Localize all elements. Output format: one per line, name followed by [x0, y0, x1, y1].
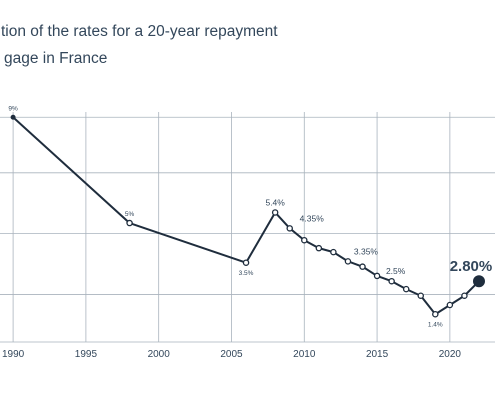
data-point [271, 209, 279, 216]
data-label: 5.4% [265, 197, 285, 207]
data-label: 4.35% [300, 213, 325, 223]
data-point [126, 219, 133, 227]
data-label: 9% [8, 105, 18, 112]
series-line [12, 116, 480, 316]
data-point [330, 248, 337, 256]
data-point [461, 292, 468, 299]
data-point [388, 277, 395, 285]
data-point [446, 301, 454, 309]
data-point [402, 285, 410, 293]
x-tick-label: 2015 [366, 349, 389, 360]
data-point [301, 236, 308, 244]
chart-title-line-2: gage in France [4, 50, 108, 67]
chart-title-line-1: tion of the rates for a 20-year repaymen… [1, 23, 278, 40]
x-tick-label: 2010 [293, 349, 316, 360]
chart-title: tion of the rates for a 20-year repaymen… [0, 18, 495, 72]
data-label: 2.5% [386, 266, 406, 276]
data-point [344, 258, 352, 265]
x-tick-label: 1990 [2, 349, 25, 360]
x-tick-label: 2020 [439, 349, 462, 360]
data-label: 3.35% [354, 246, 379, 256]
x-tick-label: 2000 [148, 349, 171, 360]
data-point [373, 272, 381, 280]
data-label: 1.4% [428, 322, 443, 329]
data-point [417, 292, 424, 299]
data-point [359, 263, 366, 270]
data-point [432, 310, 439, 318]
data-point [315, 244, 323, 252]
highlight-point [472, 275, 485, 288]
data-point [10, 114, 16, 120]
data-label: 5% [125, 211, 135, 218]
data-point [286, 225, 293, 232]
x-tick-label: 1995 [75, 349, 98, 360]
x-tick-label: 2005 [220, 349, 243, 360]
data-point [242, 259, 250, 266]
data-label: 3.5% [239, 270, 254, 277]
data-label: 2.80% [450, 258, 493, 275]
